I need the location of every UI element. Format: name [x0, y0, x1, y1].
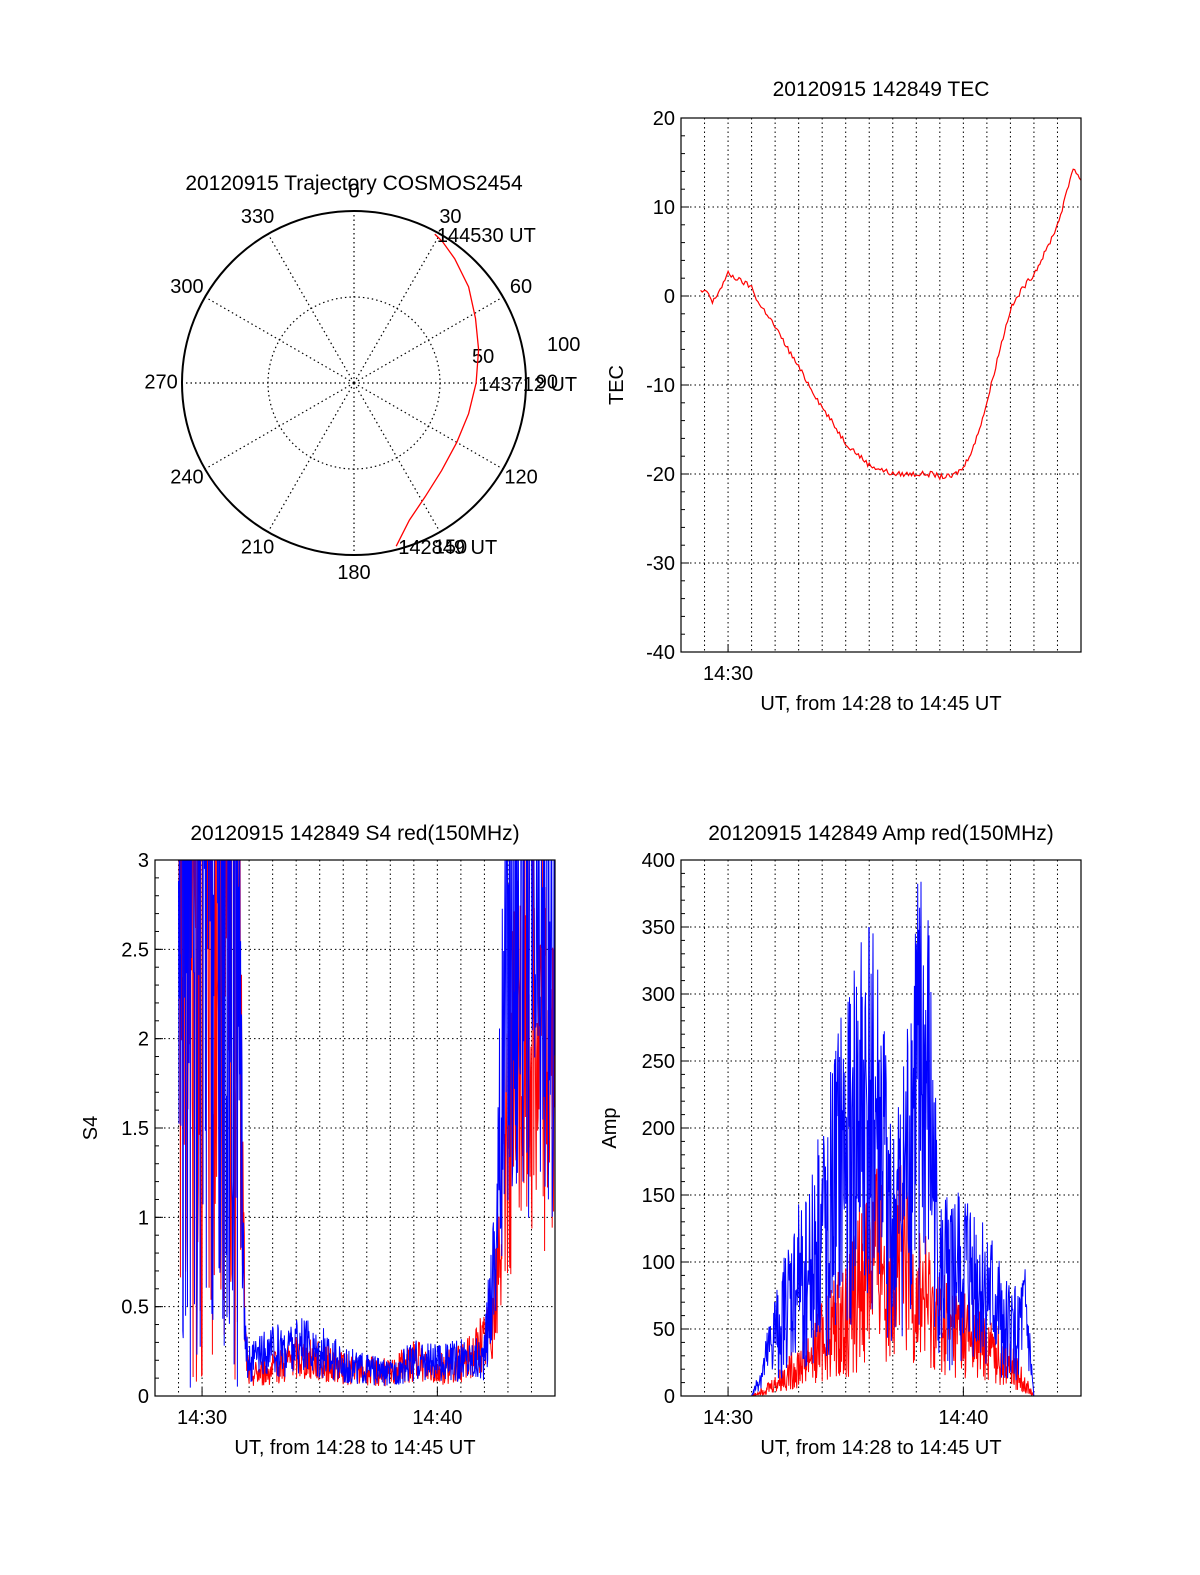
polar-spoke: [353, 382, 504, 470]
y-tick-label: 200: [642, 1118, 675, 1140]
y-tick-label: 3: [138, 850, 149, 872]
plot-frame: [154, 859, 556, 1397]
series-line-red: [700, 168, 1081, 481]
polar-time-annotation: 142849 UT: [398, 537, 497, 559]
polar-panel: 20120915 Trajectory COSMOS2454 0 30 60 90 12…: [144, 172, 580, 584]
y-tick-label: 250: [642, 1051, 675, 1073]
x-tick-label: 14:40: [412, 1407, 462, 1429]
polar-azimuth-tick-label: 0: [348, 180, 359, 202]
polar-azimuth-tick-label: 150: [434, 537, 467, 559]
y-tick-label: 2: [138, 1029, 149, 1051]
series-group: [681, 881, 1081, 1396]
x-tick-label: 14:40: [938, 1407, 988, 1429]
tec-plot-area: 20 10 0 -10 -20 -30 -40 14:30: [646, 108, 1082, 685]
y-tick-label: -20: [646, 464, 675, 486]
tec-ylabel: TEC: [606, 365, 628, 405]
y-tick-label: 10: [653, 197, 675, 219]
polar-azimuth-tick-label: 210: [241, 537, 274, 559]
polar-spoke: [353, 382, 441, 533]
y-tick-label: 0: [664, 1386, 675, 1408]
y-tick-label: 50: [653, 1319, 675, 1341]
polar-azimuth-tick-label: 180: [337, 562, 370, 584]
polar-radial-tick-label: 100: [547, 334, 580, 356]
polar-azimuth-tick-label: 30: [439, 206, 461, 228]
s4-xlabel: UT, from 14:28 to 14:45 UT: [234, 1437, 475, 1459]
tec-panel: 20120915 142849 TEC 20 10 0 -10 -20 -30 -40 14:…: [606, 78, 1082, 715]
x-tick-label: 14:30: [703, 663, 753, 685]
series-line-blue: [681, 881, 1081, 1396]
polar-azimuth-tick-label: 270: [144, 371, 177, 393]
polar-spoke: [204, 382, 355, 470]
polar-spoke: [267, 233, 355, 384]
y-tick-label: 100: [642, 1252, 675, 1274]
polar-grid: [181, 210, 527, 556]
tec-title: 20120915 142849 TEC: [773, 78, 990, 101]
polar-spoke: [353, 233, 441, 384]
y-tick-label: 1: [138, 1207, 149, 1229]
polar-spoke: [267, 382, 355, 533]
series-group: [700, 168, 1081, 481]
y-tick-label: 2.5: [121, 939, 149, 961]
polar-azimuth-tick-label: 60: [510, 276, 532, 298]
polar-time-annotation: 143712 UT: [478, 374, 577, 396]
polar-time-annotation: 144530 UT: [437, 225, 536, 247]
polar-radial-tick-label: 50: [472, 346, 494, 368]
plot-frame: [680, 859, 1082, 1397]
y-tick-label: 300: [642, 984, 675, 1006]
polar-trajectory-line: [395, 233, 480, 547]
series-line-blue: [178, 860, 555, 1388]
polar-azimuth-ticks: 0 30 60 90 120 150 180 210 240 270 300 330 50 100: [144, 180, 580, 584]
polar-spoke: [353, 296, 504, 384]
polar-azimuth-tick-label: 240: [170, 467, 203, 489]
y-tick-label: 0: [664, 286, 675, 308]
amp-title: 20120915 142849 Amp red(150MHz): [708, 822, 1054, 845]
polar-annotations: 144530 UT 143712 UT 142849 UT: [398, 225, 577, 559]
polar-azimuth-tick-label: 300: [170, 276, 203, 298]
y-tick-label: -30: [646, 553, 675, 575]
x-tick-label: 14:30: [177, 1407, 227, 1429]
y-tick-label: 1.5: [121, 1118, 149, 1140]
polar-azimuth-tick-label: 120: [504, 467, 537, 489]
y-tick-label: 20: [653, 108, 675, 130]
s4-plot-area: 3 2.5 2 1.5 1 0.5 0 14:30 14:40: [121, 850, 556, 1429]
s4-ylabel: S4: [80, 1116, 102, 1140]
tec-xlabel: UT, from 14:28 to 14:45 UT: [760, 693, 1001, 715]
s4-panel: 20120915 142849 S4 red(150MHz) 3 2.5 2 1.5 1…: [80, 822, 556, 1459]
amp-ylabel: Amp: [599, 1107, 621, 1148]
y-tick-label: -40: [646, 642, 675, 664]
polar-spoke: [204, 296, 355, 384]
amp-panel: 20120915 142849 Amp red(150MHz) 400 350 30…: [599, 822, 1082, 1459]
y-tick-label: -10: [646, 375, 675, 397]
polar-title: 20120915 Trajectory COSMOS2454: [185, 172, 523, 195]
y-tick-label: 150: [642, 1185, 675, 1207]
y-tick-label: 400: [642, 850, 675, 872]
series-group: [178, 860, 555, 1388]
s4-title: 20120915 142849 S4 red(150MHz): [190, 822, 519, 845]
y-tick-label: 350: [642, 917, 675, 939]
amp-xlabel: UT, from 14:28 to 14:45 UT: [760, 1437, 1001, 1459]
plot-frame: [680, 117, 1082, 653]
x-tick-label: 14:30: [703, 1407, 753, 1429]
series-line-red: [178, 860, 555, 1387]
polar-azimuth-tick-label: 330: [241, 206, 274, 228]
amp-plot-area: 400 350 300 250 200 150 100 50 0 14:30 14:40: [642, 850, 1082, 1429]
polar-azimuth-tick-label: 90: [536, 371, 558, 393]
y-tick-label: 0: [138, 1386, 149, 1408]
polar-trajectory: [395, 233, 480, 547]
y-tick-label: 0.5: [121, 1297, 149, 1319]
